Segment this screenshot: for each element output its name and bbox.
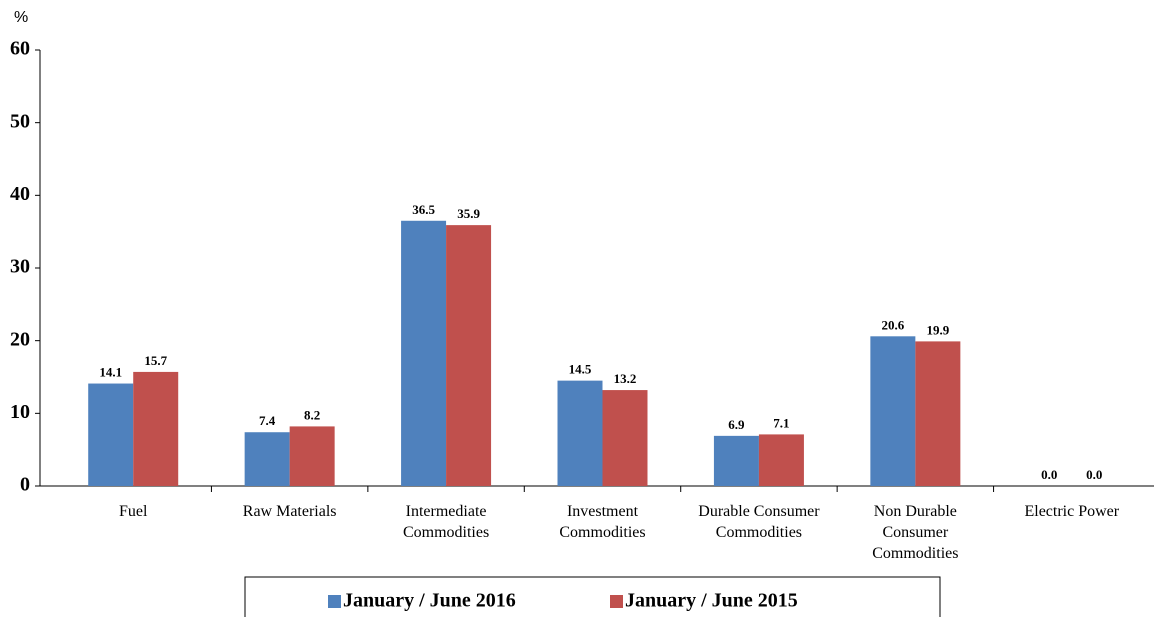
x-tick-label: Non Durable Consumer Commodities [872,503,958,562]
x-tick-label: Durable Consumer Commodities [698,503,820,541]
value-label: 14.1 [99,365,122,380]
value-label: 13.2 [614,371,637,386]
value-label: 6.9 [728,417,745,432]
legend-label: January / June 2015 [625,590,798,612]
value-label: 35.9 [457,206,480,221]
y-tick-label: 60 [10,38,30,60]
y-tick-label: 0 [20,474,30,496]
value-label: 20.6 [881,317,904,332]
y-tick-label: 20 [10,328,30,350]
x-tick-label: Fuel [119,503,148,520]
bar [446,225,492,487]
y-axis-label: % [14,9,28,26]
value-label: 8.2 [304,407,320,422]
x-tick-label: Raw Materials [243,503,337,520]
bar [602,390,648,486]
x-tick-label: Intermediate Commodities [403,503,489,541]
x-tick-label: Investment Commodities [559,503,645,541]
bar [915,341,961,486]
value-label: 15.7 [144,353,167,368]
bar [713,435,759,486]
value-label: 0.0 [1041,467,1057,482]
y-tick-label: 50 [10,110,30,132]
legend-swatch [610,595,623,608]
value-label: 0.0 [1086,467,1102,482]
value-label: 14.5 [569,362,592,377]
value-label: 7.4 [259,413,276,428]
y-tick-label: 40 [10,183,30,205]
value-label: 19.9 [926,322,949,337]
y-tick-label: 30 [10,256,30,278]
bar [401,220,447,486]
bar [557,380,603,486]
value-label: 36.5 [412,202,435,217]
y-tick-label: 10 [10,401,30,423]
bar [88,383,134,486]
legend-label: January / June 2016 [343,590,516,612]
legend-swatch [328,595,341,608]
bar [758,434,804,486]
value-label: 7.1 [773,415,789,430]
bar [244,432,290,486]
bar [870,336,916,486]
legend-box [244,576,941,617]
bar [289,426,335,486]
bar [133,371,179,486]
x-tick-label: Electric Power [1024,503,1119,520]
